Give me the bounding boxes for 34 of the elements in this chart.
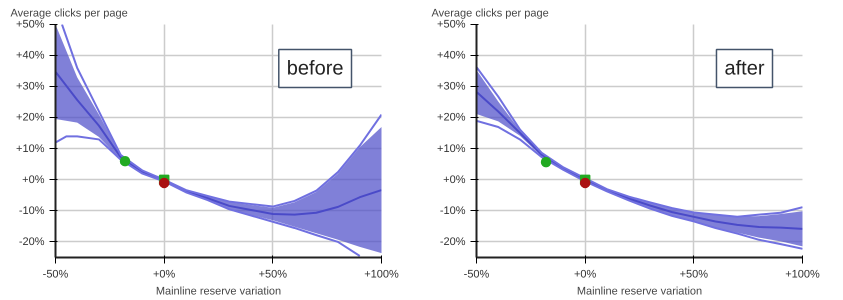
- y-tick-label: +20%: [437, 112, 466, 124]
- point: [580, 178, 590, 188]
- x-axis-title: Mainline reserve variation: [576, 286, 702, 298]
- point: [158, 178, 170, 188]
- x-tick-label: +100%: [364, 268, 399, 280]
- y-tick-label: -20%: [18, 236, 45, 248]
- x-tick-label: +0%: [153, 268, 176, 280]
- x-tick-label: +0%: [574, 268, 597, 280]
- chart-title: Average clicks per page: [432, 8, 549, 20]
- y-tick-label: +50%: [437, 18, 466, 30]
- x-axis-title: Mainline reserve variation: [156, 286, 282, 298]
- y-tick-label: +50%: [16, 18, 45, 30]
- x-tick-label: +50%: [258, 268, 288, 280]
- chart-title: Average clicks per page: [10, 8, 128, 20]
- y-tick-label: +40%: [437, 50, 466, 62]
- x-tick-label: +50%: [680, 268, 708, 280]
- x-tick-label: +100%: [785, 268, 820, 280]
- point: [540, 156, 552, 168]
- y-tick-label: +30%: [16, 80, 45, 93]
- y-tick-label: +10%: [16, 142, 45, 155]
- y-tick-label: +10%: [437, 142, 466, 155]
- annotation: after: [724, 58, 765, 80]
- y-tick-label: -20%: [440, 236, 466, 248]
- y-tick-label: +0%: [22, 174, 45, 186]
- y-tick-label: +40%: [16, 50, 45, 62]
- x-tick-label: -50%: [42, 268, 69, 280]
- y-tick-label: -10%: [440, 204, 466, 217]
- point: [120, 156, 130, 166]
- y-tick-label: -10%: [18, 204, 45, 217]
- x-tick-label: -50%: [464, 268, 490, 280]
- y-tick-label: +20%: [16, 112, 45, 124]
- y-tick-label: +30%: [437, 80, 466, 93]
- y-tick-label: +0%: [443, 174, 466, 186]
- annotation: before: [286, 58, 344, 80]
